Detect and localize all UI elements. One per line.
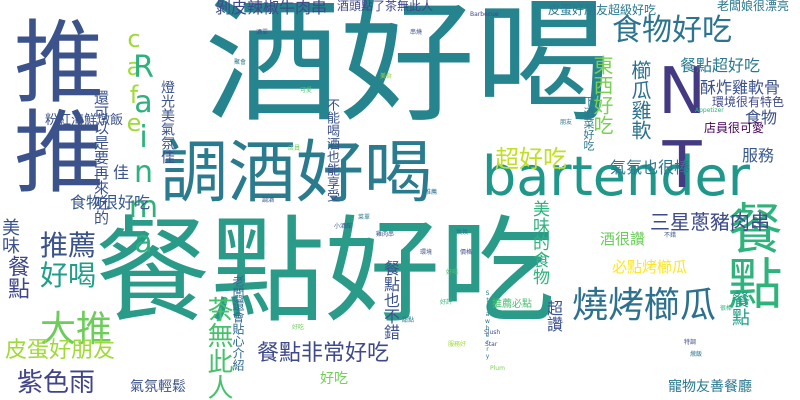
- cloud-word-15: 紫色雨: [17, 368, 96, 398]
- cloud-word-20: 超好吃: [495, 145, 567, 173]
- cloud-tiny-word-30: 朋友: [560, 119, 573, 126]
- cloud-tiny-word-22: 燉飯: [690, 351, 703, 358]
- cloud-word-42: 酒頭點了茶無此人: [337, 0, 434, 13]
- cloud-tiny-word-10: 環境: [420, 249, 433, 256]
- cloud-tiny-word-7: 調酒: [262, 197, 275, 204]
- cloud-word-27: 酥炸雞軟骨: [700, 78, 781, 97]
- cloud-tiny-word-4: Star: [485, 341, 498, 348]
- cloud-word-25: 氣氛也很棒: [610, 158, 691, 177]
- cloud-word-38: 氣氛輕鬆: [130, 379, 186, 395]
- cloud-word-19: 餐點: [4, 255, 29, 299]
- cloud-word-18: 茶無此人: [203, 296, 233, 400]
- cloud-tiny-word-11: 推薦: [425, 189, 438, 196]
- cloud-tiny-word-14: 氣氛: [456, 229, 469, 236]
- cloud-tiny-word-9: 好吃: [292, 324, 305, 331]
- cloud-word-12: 大推: [40, 309, 113, 350]
- cloud-word-7: NT: [645, 55, 719, 203]
- cloud-word-5: bartender: [482, 145, 750, 208]
- cloud-word-48: 還可以是要再來吃的: [92, 90, 110, 225]
- cloud-tiny-word-3: Plum: [490, 365, 505, 372]
- cloud-tiny-word-2: Slush: [484, 329, 501, 336]
- cloud-word-30: 服務: [742, 146, 775, 165]
- cloud-tiny-word-16: 服務好: [448, 341, 467, 348]
- cloud-word-44: 老闆娘很漂亮: [717, 0, 790, 13]
- cloud-word-22: 剝皮辣椒牛肉串: [215, 0, 328, 17]
- cloud-word-45: 環境很有特色: [712, 95, 785, 109]
- cloud-tiny-word-27: 可愛: [300, 87, 313, 94]
- cloud-word-47: 粉紅海鮮燉飯: [45, 113, 124, 128]
- cloud-tiny-word-29: 美食: [380, 73, 393, 80]
- cloud-word-28: 食物: [745, 108, 778, 127]
- cloud-word-6: 餐點: [718, 200, 782, 310]
- cloud-word-40: 美味: [0, 218, 20, 254]
- cloud-tiny-word-12: 好喝: [446, 269, 459, 276]
- cloud-tiny-word-25: 酒單: [256, 29, 269, 36]
- cloud-word-24: 櫛瓜雞軟: [628, 60, 652, 140]
- cloud-word-2: 餐點好吃: [95, 205, 556, 339]
- cloud-word-16: 皮蛋好朋友: [5, 338, 116, 363]
- cloud-word-26: 餐點超好吃: [680, 56, 761, 75]
- cloud-tiny-word-5: Appetizer: [695, 107, 724, 114]
- cloud-word-32: 必點烤櫛瓜: [612, 258, 688, 276]
- cloud-word-1: 酒好喝: [205, 0, 610, 141]
- cloud-word-17: 餐點非常好吃: [257, 341, 390, 366]
- cloud-word-43: 皮蛋好朋友超級好吃: [548, 3, 657, 17]
- cloud-word-10: Rainma: [126, 50, 161, 260]
- cloud-word-13: 推薦: [40, 229, 97, 262]
- cloud-word-33: 酒很讚: [600, 230, 646, 248]
- cloud-word-11: 燒烤櫛瓜: [572, 285, 717, 326]
- cloud-tiny-word-23: 特調: [684, 339, 697, 346]
- cloud-word-23: 東西好吃: [590, 55, 614, 135]
- cloud-tiny-word-24: 很棒: [720, 305, 733, 312]
- cloud-word-3: 推推: [0, 15, 103, 195]
- cloud-tiny-word-26: 聚會: [234, 59, 247, 66]
- cloud-tiny-word-21: 不錯: [664, 232, 677, 239]
- cloud-word-39: 好吃: [320, 371, 348, 387]
- cloud-word-29: 店員很可愛: [704, 121, 765, 135]
- cloud-tiny-word-8: 菜單: [358, 214, 371, 221]
- cloud-word-49: 燈光美氣氛佳: [159, 80, 175, 164]
- cloud-word-31: 美味的食物: [529, 200, 549, 285]
- cloud-word-52: 下酒菜好吃: [582, 96, 595, 151]
- cloud-word-51: 老闆還會貼心介紹: [231, 275, 245, 371]
- cloud-tiny-word-15: 價格: [460, 249, 473, 256]
- cloud-word-9: cafe: [120, 25, 148, 137]
- cloud-word-14: 好喝: [40, 259, 97, 292]
- cloud-tiny-word-17: 好評: [440, 299, 453, 306]
- cloud-tiny-word-18: 雞肉串: [376, 231, 395, 238]
- cloud-word-50: 不能喝酒也能享受: [324, 98, 339, 202]
- cloud-word-21: 三星蔥豬肉串: [650, 210, 770, 234]
- cloud-tiny-word-13: 小酒館: [334, 223, 353, 230]
- cloud-word-53: 推薦必點: [492, 299, 532, 310]
- cloud-word-41: 餐點: [729, 290, 750, 326]
- cloud-word-46: 佳: [113, 163, 130, 182]
- cloud-tiny-word-6: Barbecue: [470, 11, 499, 18]
- cloud-word-8: 食物好吃: [612, 13, 732, 48]
- cloud-word-36: 寵物友善餐廳: [668, 379, 752, 395]
- cloud-word-35: 餐點也不錯: [381, 260, 400, 340]
- cloud-tiny-word-19: 甜點: [402, 317, 415, 324]
- cloud-tiny-word-20: 店員: [288, 145, 301, 152]
- cloud-tiny-word-1: Strawberry: [484, 290, 491, 360]
- cloud-word-4: 調酒好喝: [160, 134, 433, 213]
- cloud-word-37: 食物很好吃: [70, 193, 151, 212]
- cloud-word-34: 超讚: [544, 300, 563, 332]
- cloud-tiny-word-28: 串燒: [410, 29, 423, 36]
